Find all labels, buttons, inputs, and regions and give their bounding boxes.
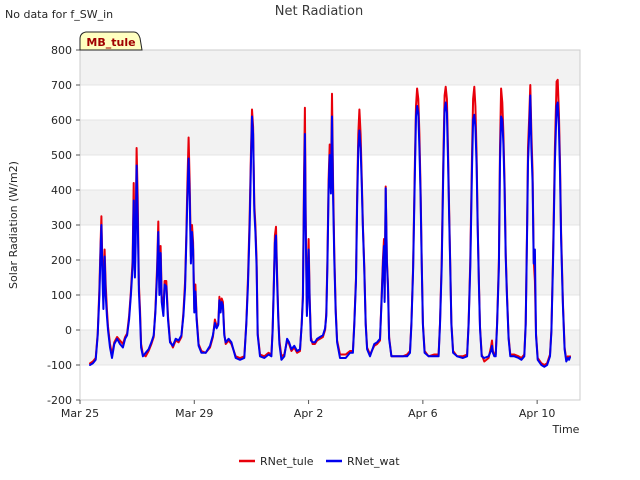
y-tick-label: 0 [65,324,72,337]
y-tick-label: 400 [51,184,72,197]
y-tick-label: 700 [51,79,72,92]
series-line-rnet-wat [89,94,571,368]
x-tick-label: Mar 25 [61,407,99,420]
plot-band [80,330,580,365]
plot-band [80,365,580,400]
y-tick-label: -200 [47,394,72,407]
series-layer [89,78,571,368]
legend-label-rnet-wat: RNet_wat [347,455,400,468]
y-tick-label: -100 [47,359,72,372]
plot-band [80,190,580,225]
plot-band [80,50,580,85]
y-tick-label: 500 [51,149,72,162]
plot-band [80,225,580,260]
chart-title: Net Radiation [275,4,363,19]
legend: RNet_tule RNet_wat [239,455,400,468]
legend-label-rnet-tule: RNet_tule [260,455,314,468]
y-tick-label: 300 [51,219,72,232]
y-tick-label: 200 [51,254,72,267]
y-tick-label: 100 [51,289,72,302]
x-tick-label: Apr 10 [519,407,556,420]
no-data-note: No data for f_SW_in [5,8,113,21]
y-tick-label: 800 [51,44,72,57]
badge-label: MB_tule [86,36,135,49]
y-axis-label: Solar Radiation (W/m2) [7,161,20,289]
plot-band [80,85,580,120]
y-tick-label: 600 [51,114,72,127]
x-tick-label: Mar 29 [175,407,213,420]
badge-shape [79,31,143,51]
x-tick-label: Apr 2 [294,407,324,420]
x-axis: Mar 25 Mar 29 Apr 2 Apr 6 Apr 10 [61,400,556,420]
station-badge: MB_tule [79,31,143,51]
x-axis-label: Time [552,423,580,436]
y-axis: -200 -100 0 100 200 300 400 500 600 700 800 [47,44,80,407]
x-tick-label: Apr 6 [408,407,438,420]
